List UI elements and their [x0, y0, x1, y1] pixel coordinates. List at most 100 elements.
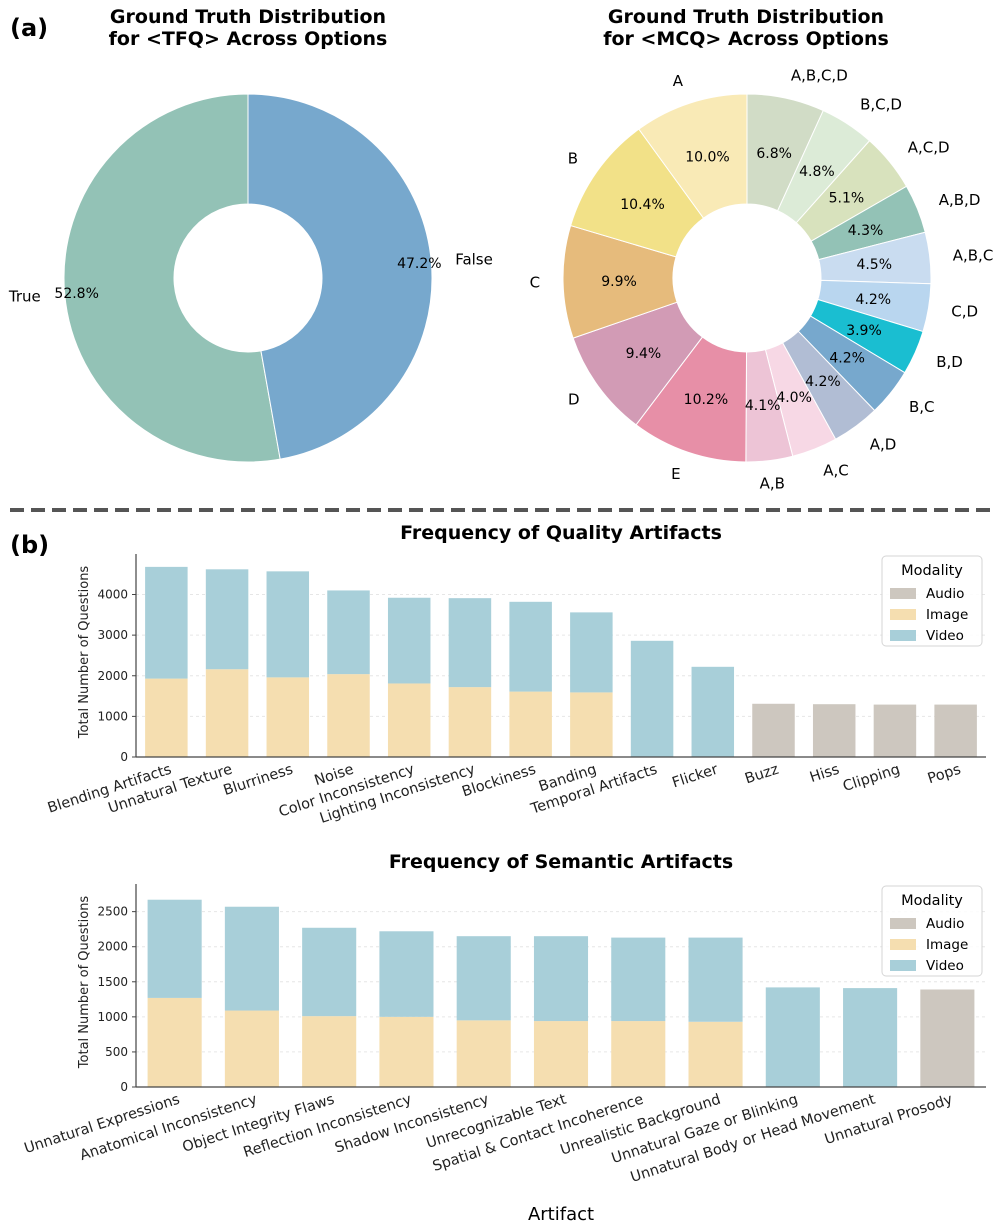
mcq-category-label-b-c: B,C [909, 398, 935, 416]
semantic-legend-swatch-video [890, 960, 916, 971]
mcq-pie-chart: Ground Truth Distribution for <MCQ> Acro… [530, 6, 994, 492]
mcq-value-label-a-d: 4.2% [805, 374, 841, 390]
tfq-pie-title-line1: Ground Truth Distribution [110, 6, 386, 28]
quality-x-tick-label-hiss: Hiss [808, 762, 842, 787]
mcq-value-label-b: 10.4% [620, 197, 664, 213]
tfq-value-label-false: 47.2% [397, 256, 441, 272]
mcq-value-label-a-b-c: 4.5% [856, 257, 892, 273]
mcq-value-label-a-c: 4.0% [776, 390, 812, 406]
semantic-y-axis-label: Total Number of Questions [77, 896, 92, 1070]
semantic-bar-anatomical-inconsistency-image [224, 1010, 279, 1087]
quality-chart-title: Frequency of Quality Artifacts [400, 522, 722, 544]
mcq-category-label-c-d: C,D [951, 303, 978, 321]
mcq-category-label-a-b-c-d: A,B,C,D [791, 67, 848, 85]
mcq-category-label-b-c-d: B,C,D [860, 96, 902, 114]
semantic-legend [881, 885, 983, 977]
semantic-bar-shadow-inconsistency-video [456, 936, 511, 1021]
quality-y-tick-label: 4000 [97, 588, 128, 602]
quality-bar-blurriness-image [266, 677, 310, 757]
quality-bar-blockiness-video [509, 601, 552, 692]
semantic-legend-label-video: Video [926, 958, 964, 974]
quality-bar-flicker-video [691, 666, 735, 757]
quality-bar-buzz-audio [752, 703, 795, 757]
mcq-category-label-c: C [530, 274, 540, 292]
semantic-bar-reflection-inconsistency-video [379, 931, 434, 1017]
quality-y-tick-label: 3000 [97, 628, 128, 642]
semantic-bar-unrecognizable-text-video [533, 936, 589, 1022]
quality-bar-lighting-inconsistency-image [448, 687, 492, 757]
mcq-category-label-a-d: A,D [870, 436, 897, 454]
semantic-y-tick-label: 0 [120, 1080, 128, 1094]
quality-bar-banding-video [570, 612, 613, 693]
mcq-value-label-e: 10.2% [684, 392, 728, 408]
mcq-value-label-c: 9.9% [601, 274, 637, 290]
quality-bar-temporal-artifacts-video [630, 640, 674, 757]
mcq-value-label-c-d: 4.2% [856, 292, 892, 308]
mcq-value-label-d: 9.4% [626, 346, 662, 362]
mcq-category-label-e: E [671, 465, 680, 483]
mcq-value-label-b-c: 4.2% [829, 351, 865, 367]
quality-x-tick-label-pops: Pops [926, 762, 963, 788]
semantic-bar-unrecognizable-text-image [533, 1021, 589, 1087]
semantic-bar-shadow-inconsistency-image [456, 1020, 511, 1087]
quality-legend-label-image: Image [926, 607, 968, 623]
quality-x-tick-label-buzz: Buzz [743, 762, 781, 788]
quality-bar-unnatural-texture-image [205, 669, 249, 757]
semantic-bar-unrealistic-background-video [688, 937, 743, 1022]
tfq-slice-false [247, 93, 433, 460]
semantic-bar-unrealistic-background-image [688, 1021, 743, 1087]
quality-y-tick-label: 1000 [97, 709, 128, 723]
quality-legend-label-audio: Audio [926, 586, 964, 602]
semantic-bar-unnatural-expressions-video [147, 899, 202, 998]
mcq-value-label-a-c-d: 5.1% [829, 190, 865, 206]
semantic-y-tick-label: 500 [105, 1045, 128, 1059]
semantic-legend-label-image: Image [926, 937, 968, 953]
semantic-bar-unnatural-prosody-audio [920, 989, 975, 1087]
quality-bar-banding-image [570, 692, 613, 757]
semantic-legend-title: Modality [901, 893, 963, 909]
mcq-category-label-b-d: B,D [936, 353, 963, 371]
tfq-pie-title-line2: for <TFQ> Across Options [109, 28, 388, 50]
quality-bar-clipping-audio [873, 704, 917, 757]
semantic-bar-object-integrity-flaws-video [302, 927, 357, 1017]
panel-label-a: (a) [10, 14, 48, 42]
semantic-y-tick-label: 2500 [97, 905, 128, 919]
quality-y-tick-label: 2000 [97, 669, 128, 683]
quality-bar-lighting-inconsistency-video [448, 598, 492, 688]
semantic-bar-object-integrity-flaws-image [302, 1016, 357, 1087]
semantic-bar-unnatural-expressions-image [147, 997, 202, 1087]
semantic-x-tick-label-unnatural-prosody: Unnatural Prosody [823, 1091, 955, 1148]
semantic-legend-label-audio: Audio [926, 916, 964, 932]
mcq-category-label-b: B [568, 149, 578, 167]
semantic-legend-swatch-audio [890, 918, 916, 929]
mcq-value-label-a-b-d: 4.3% [848, 223, 884, 239]
panel-label-b: (b) [10, 531, 49, 559]
semantic-bar-reflection-inconsistency-image [379, 1016, 434, 1087]
quality-bar-hiss-audio [812, 704, 856, 757]
quality-legend-swatch-audio [890, 588, 916, 599]
semantic-legend-swatch-image [890, 939, 916, 950]
semantic-bar-anatomical-inconsistency-video [224, 906, 279, 1011]
tfq-category-label-false: False [455, 251, 493, 269]
quality-legend-swatch-video [890, 630, 916, 641]
quality-x-tick-label-blurriness: Blurriness [222, 762, 296, 799]
tfq-slice-true [63, 93, 281, 463]
mcq-pie-title-line1: Ground Truth Distribution [608, 6, 884, 28]
quality-bar-blockiness-image [509, 691, 552, 757]
mcq-value-label-b-c-d: 4.8% [799, 164, 835, 180]
semantic-bar-spatial-contact-incoherence-image [611, 1021, 666, 1087]
quality-legend-label-video: Video [926, 628, 964, 644]
mcq-category-label-a-b: A,B [760, 474, 785, 492]
quality-bar-unnatural-texture-video [205, 569, 249, 670]
mcq-category-label-a-b-d: A,B,D [939, 191, 981, 209]
quality-bar-blurriness-video [266, 571, 310, 678]
mcq-value-label-a-b: 4.1% [745, 398, 781, 414]
quality-bar-noise-image [327, 674, 370, 757]
mcq-category-label-a-c: A,C [823, 461, 849, 479]
tfq-category-label-true: True [8, 287, 41, 305]
quality-bar-blending-artifacts-video [145, 566, 188, 679]
tfq-pie-chart: Ground Truth Distribution for <TFQ> Acro… [8, 6, 493, 463]
mcq-value-label-a-b-c-d: 6.8% [756, 146, 792, 162]
quality-legend-title: Modality [901, 563, 963, 579]
